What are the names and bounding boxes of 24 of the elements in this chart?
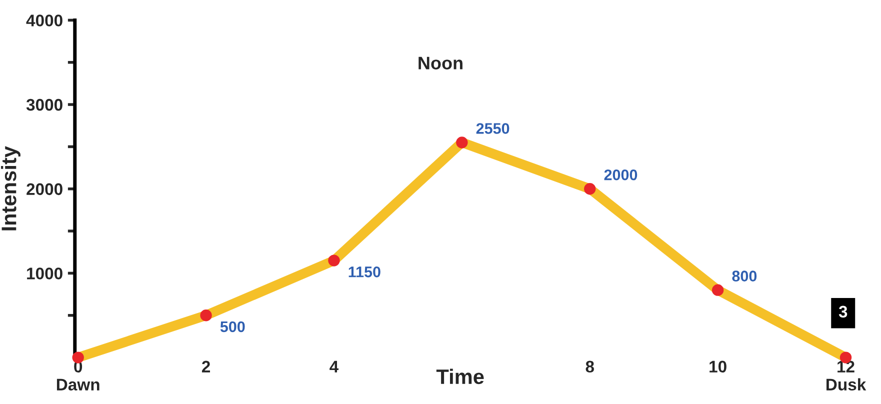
data-label: 500 [220, 321, 245, 332]
y-tick-label: 2000 [26, 183, 62, 196]
data-label: 1150 [348, 266, 380, 278]
x-axis-title: Time [436, 368, 484, 384]
y-tick-label: 4000 [26, 14, 62, 26]
point [72, 352, 84, 364]
point [712, 284, 724, 296]
annotation: 3 [838, 306, 848, 318]
y-tick-label: 1000 [27, 268, 62, 280]
point [456, 136, 468, 148]
x-tick-label: 4 [330, 360, 339, 372]
data-label: 800 [732, 270, 757, 282]
y-tick-label: 3000 [26, 98, 62, 111]
x-tick-label: 2 [202, 360, 210, 372]
point [200, 310, 212, 322]
point [584, 183, 596, 195]
x-tick-label: 10 [710, 360, 726, 373]
annotation: Noon [418, 56, 462, 70]
point [328, 254, 340, 266]
data-label: 2000 [604, 169, 638, 180]
x-tick-label: 8 [586, 360, 594, 373]
y-axis-title: Intensity [1, 146, 20, 230]
data-label: 2550 [476, 123, 510, 134]
x-tick-label: 12 Dusk [826, 360, 866, 391]
